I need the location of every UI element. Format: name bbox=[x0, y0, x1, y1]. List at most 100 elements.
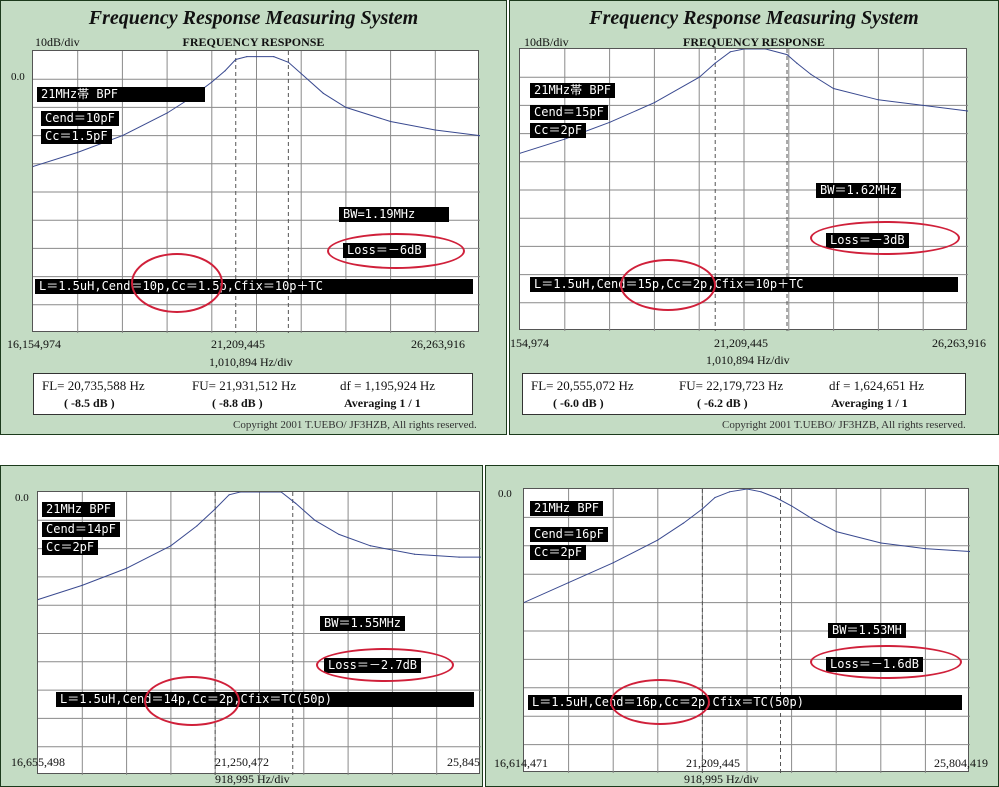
x-left-label: 16,154,974 bbox=[7, 337, 61, 351]
data-point bbox=[273, 56, 275, 58]
measurement-box: FL= 20,735,588 Hz FU= 21,931,512 Hz df =… bbox=[33, 373, 473, 415]
data-point bbox=[246, 56, 248, 58]
data-point bbox=[567, 582, 570, 584]
fl-value: FL= 20,555,072 Hz bbox=[531, 378, 634, 393]
x-div-label: 918,995 Hz/div bbox=[684, 772, 759, 786]
data-point bbox=[698, 76, 700, 78]
data-point bbox=[743, 49, 745, 50]
x-div-label: 1,010,894 Hz/div bbox=[706, 353, 790, 367]
data-point bbox=[479, 135, 480, 137]
label-filter: 21MHz帯 BPF bbox=[37, 87, 205, 102]
x-left-label: 16,655,498 bbox=[11, 755, 65, 769]
x-center-label: 21,209,445 bbox=[714, 336, 768, 350]
label-cc: Cc＝2pF bbox=[530, 123, 587, 138]
x-center-label: 21,250,472 bbox=[215, 755, 269, 769]
panel-bottom-left: 0.0 21MHz BPF Cend＝14pF Cc＝2pF BW＝1.55MH… bbox=[0, 465, 483, 787]
label-circuit: L＝1.5uH,Cend＝15p,Cc＝2p,Cfix＝10p＋TC bbox=[530, 277, 958, 292]
y-zero-label: 0.0 bbox=[498, 488, 512, 500]
highlight-cend bbox=[620, 259, 716, 311]
data-point bbox=[728, 491, 731, 493]
panel-top-left: Frequency Response Measuring System 10dB… bbox=[0, 0, 507, 435]
data-point bbox=[458, 556, 460, 558]
label-cc: Cc＝2pF bbox=[42, 540, 99, 555]
fu-value: FU= 21,931,512 Hz bbox=[192, 378, 297, 393]
fl-db: ( -8.5 dB ) bbox=[64, 396, 115, 410]
x-right-label: 26,263,916 bbox=[411, 337, 465, 351]
label-filter: 21MHz BPF bbox=[530, 501, 604, 516]
data-point bbox=[765, 49, 767, 50]
panel-top-right: Frequency Response Measuring System 10dB… bbox=[509, 0, 999, 435]
chart-subtitle: FREQUENCY RESPONSE bbox=[683, 35, 825, 49]
y-zero-label: 0.0 bbox=[15, 492, 29, 504]
data-point bbox=[791, 505, 793, 507]
label-bandwidth: BW＝1.55MHz bbox=[320, 616, 406, 631]
data-point bbox=[563, 138, 566, 140]
data-point bbox=[295, 502, 297, 504]
data-point bbox=[38, 598, 39, 601]
data-point bbox=[239, 492, 241, 493]
data-point bbox=[786, 54, 788, 56]
fu-db: ( -6.2 dB ) bbox=[697, 396, 748, 410]
data-point bbox=[76, 151, 79, 154]
label-circuit: L＝1.5uH,Cend＝10p,Cc＝1.5p,Cfix＝10p＋TC bbox=[35, 279, 473, 294]
copyright: Copyright 2001 T.UEBO/ JF3HZB, All right… bbox=[233, 419, 477, 431]
data-point bbox=[714, 496, 716, 499]
fl-value: FL= 20,735,588 Hz bbox=[42, 378, 145, 393]
response-curve bbox=[33, 56, 480, 168]
data-point bbox=[322, 92, 324, 94]
x-right-label: 25,845 bbox=[447, 755, 480, 769]
label-cc: Cc＝1.5pF bbox=[41, 129, 112, 144]
data-point bbox=[877, 99, 879, 101]
data-point bbox=[121, 135, 124, 137]
label-cend: Cend＝16pF bbox=[530, 527, 608, 542]
label-bandwidth: BW=1.19MHz bbox=[339, 207, 449, 222]
data-point bbox=[235, 58, 237, 61]
data-point bbox=[414, 553, 416, 555]
label-cend: Cend＝15pF bbox=[530, 105, 608, 120]
data-point bbox=[653, 101, 656, 104]
data-point bbox=[196, 525, 198, 527]
data-point bbox=[682, 522, 685, 524]
data-point bbox=[922, 104, 924, 106]
averaging-label: Averaging 1 / 1 bbox=[831, 396, 908, 410]
data-point bbox=[314, 519, 316, 521]
highlight-cend bbox=[131, 253, 223, 313]
data-point bbox=[835, 531, 837, 533]
x-center-label: 21,209,445 bbox=[211, 337, 265, 351]
data-point bbox=[224, 70, 226, 72]
data-point bbox=[338, 533, 340, 536]
data-point bbox=[125, 567, 128, 570]
df-value: df = 1,195,924 Hz bbox=[340, 378, 436, 393]
label-cend: Cend＝14pF bbox=[42, 522, 120, 537]
app-title: Frequency Response Measuring System bbox=[88, 7, 419, 29]
response-curve bbox=[520, 49, 968, 154]
scale-label: 10dB/div bbox=[35, 35, 80, 49]
response-curve bbox=[38, 492, 481, 600]
data-point bbox=[389, 120, 392, 123]
fu-db: ( -8.8 dB ) bbox=[212, 396, 263, 410]
data-point bbox=[81, 584, 83, 586]
data-point bbox=[701, 508, 703, 510]
plot-area: 21MHz帯 BPF Cend＝15pF Cc＝2pF BW＝1.62MHz L… bbox=[519, 48, 968, 331]
x-right-label: 25,804,419 bbox=[934, 756, 988, 770]
measurement-box: FL= 20,555,072 Hz FU= 22,179,723 Hz df =… bbox=[522, 373, 966, 415]
highlight-cend bbox=[144, 676, 240, 726]
scale-label: 10dB/div bbox=[524, 35, 569, 49]
fu-value: FU= 22,179,723 Hz bbox=[679, 378, 784, 393]
data-point bbox=[796, 62, 798, 64]
chart-subtitle: FREQUENCY RESPONSE bbox=[182, 35, 325, 49]
data-point bbox=[775, 496, 777, 499]
label-filter: 21MHz BPF bbox=[42, 502, 116, 517]
data-point bbox=[300, 72, 302, 75]
label-circuit: L＝1.5uH,Cend＝16p,Cc＝2p,Cfix＝TC(50p) bbox=[528, 695, 962, 710]
label-bandwidth: BW＝1.53MH bbox=[828, 623, 906, 638]
response-curve bbox=[524, 489, 970, 604]
data-point bbox=[880, 542, 882, 544]
panel-bottom-right: 0.0 21MHz BPF Cend＝16pF Cc＝2pF BW＝1.53MH… bbox=[485, 465, 999, 787]
x-div-label: 918,995 Hz/div bbox=[215, 772, 290, 786]
highlight-cend bbox=[610, 679, 710, 725]
label-circuit: L＝1.5uH,Cend＝14p,Cc＝2p,Cfix＝TC(50p) bbox=[56, 692, 474, 707]
label-filter: 21MHz帯 BPF bbox=[530, 83, 616, 98]
data-point bbox=[810, 73, 812, 75]
highlight-loss bbox=[327, 233, 465, 269]
